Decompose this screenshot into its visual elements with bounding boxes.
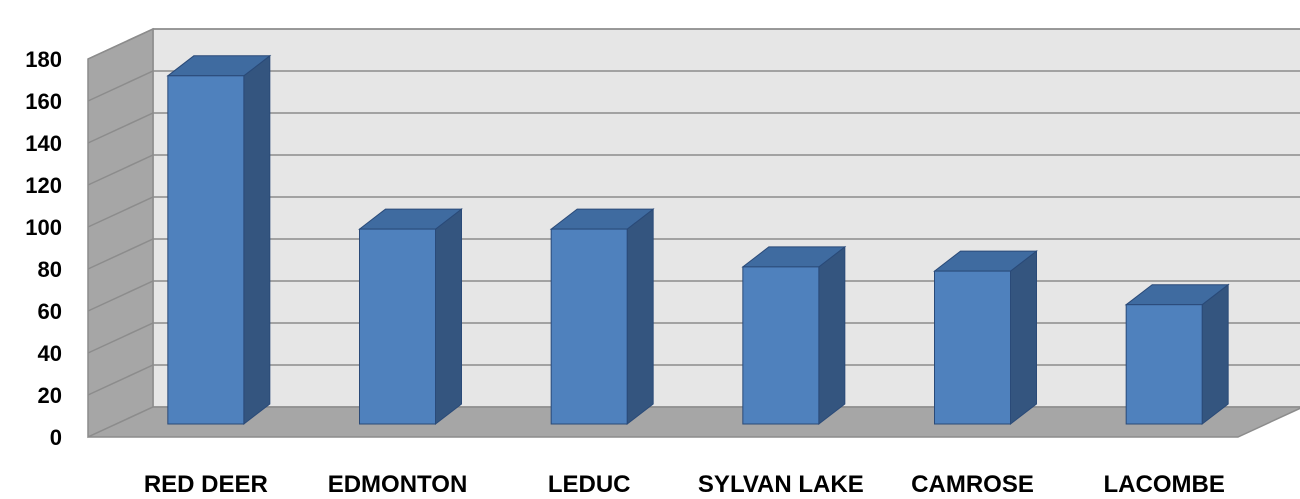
x-axis-labels: RED DEER EDMONTON LEDUC SYLVAN LAKE CAMROSE L… <box>144 471 1225 498</box>
y-tick-label: 100 <box>25 215 62 240</box>
gridline <box>87 322 1300 354</box>
x-category-label: LEDUC <box>548 471 631 498</box>
y-tick-label: 120 <box>25 173 62 198</box>
bar <box>741 245 847 426</box>
bar-front-face <box>359 228 436 425</box>
bar-front-face <box>167 75 245 425</box>
gridline <box>87 364 1300 396</box>
gridline <box>87 196 1300 228</box>
y-tick-label: 0 <box>50 425 62 450</box>
x-category-label: EDMONTON <box>328 471 468 498</box>
y-tick-label: 180 <box>25 47 62 72</box>
y-tick-label: 140 <box>25 131 62 156</box>
y-tick-label: 60 <box>38 299 62 324</box>
bar <box>166 54 272 426</box>
y-tick-label: 40 <box>38 341 62 366</box>
gridline <box>87 70 1300 102</box>
bar-front-face <box>934 270 1011 425</box>
bar <box>1124 283 1230 426</box>
bar-front-face <box>550 228 628 425</box>
x-category-label: CAMROSE <box>911 471 1034 498</box>
x-category-label: LACOMBE <box>1104 471 1225 498</box>
bar-side-face <box>626 208 654 426</box>
x-category-label: RED DEER <box>144 471 268 498</box>
gridline <box>87 238 1300 270</box>
gridlines <box>87 28 1300 396</box>
y-tick-label: 160 <box>25 89 62 114</box>
bar-front-face <box>1125 304 1203 425</box>
bar <box>358 208 463 426</box>
bar-front-face <box>742 266 820 425</box>
gridline <box>87 28 1300 60</box>
gridline <box>87 154 1300 186</box>
bar-side-face <box>435 208 462 426</box>
gridline <box>87 280 1300 312</box>
bar-side-face <box>1010 250 1037 426</box>
bars <box>166 54 1230 426</box>
y-axis-ticks: 0 20 40 60 80 100 120 140 160 180 <box>25 47 62 450</box>
y-tick-label: 20 <box>38 383 62 408</box>
y-tick-label: 80 <box>38 257 62 282</box>
bar <box>549 208 655 426</box>
bar-side-face <box>243 54 271 426</box>
bar-side-face <box>1201 283 1229 426</box>
x-category-label: SYLVAN LAKE <box>698 471 864 498</box>
floor <box>87 406 1300 438</box>
gridline <box>87 112 1300 144</box>
side-wall <box>87 27 154 439</box>
bar-side-face <box>818 245 846 426</box>
bar <box>933 250 1038 426</box>
